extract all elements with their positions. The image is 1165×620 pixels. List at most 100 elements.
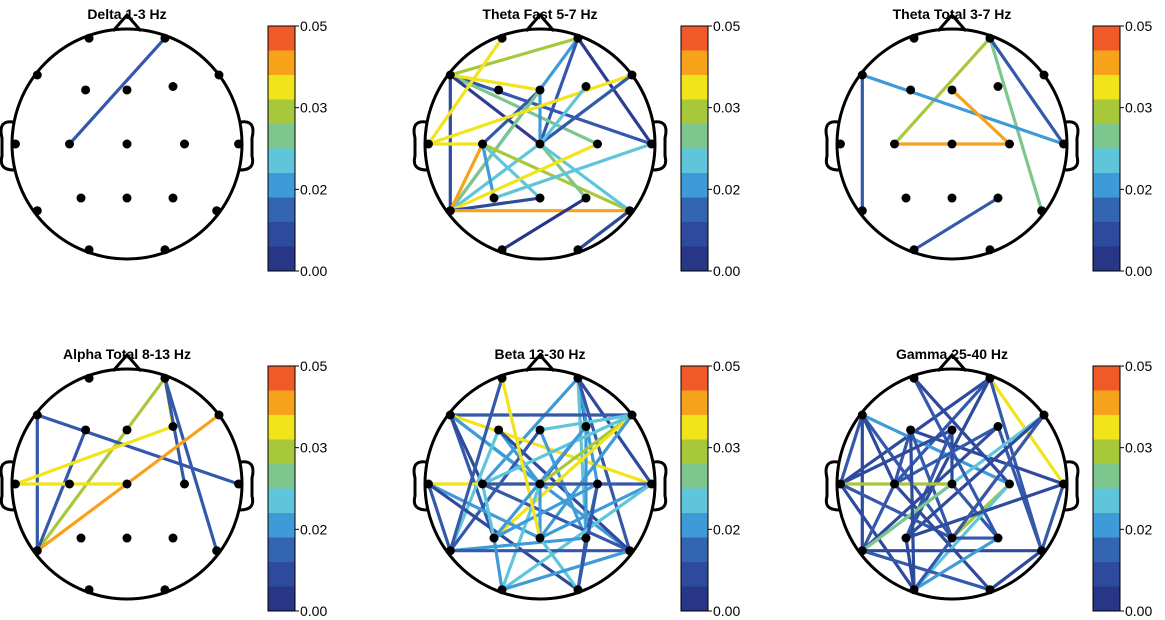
connection-line xyxy=(576,376,632,553)
connection-line xyxy=(448,142,485,213)
right-ear xyxy=(1064,120,1080,172)
colorbar-segment xyxy=(681,586,708,612)
connection-line xyxy=(912,376,1012,486)
electrode-dot xyxy=(573,373,583,383)
colorbar-segment xyxy=(1093,173,1120,198)
connections xyxy=(67,36,167,146)
colorbar: 0.05 0.03 0.02 0.00 xyxy=(267,358,327,619)
electrode-dot xyxy=(32,70,42,80)
colorbar-segment xyxy=(268,586,295,612)
colorbar-segment xyxy=(268,197,295,223)
electrode-dot xyxy=(625,206,635,216)
electrode-dot xyxy=(65,139,74,149)
colorbar-tick-label: 0.05 xyxy=(300,18,327,34)
colorbar-frame xyxy=(680,25,709,272)
electrode-dot xyxy=(168,533,178,543)
connection-line xyxy=(448,536,588,553)
topoplot-panel: Theta Fast 5-7 Hz0.050.030.020.00 xyxy=(412,6,740,279)
connection-line xyxy=(448,413,485,486)
electrode-dot xyxy=(909,245,919,255)
electrode-dot xyxy=(985,585,995,595)
connections xyxy=(838,376,1066,592)
electrode-dot xyxy=(535,425,545,435)
colorbar-segment xyxy=(1093,26,1120,51)
electrode-dot xyxy=(581,422,591,431)
colorbar-segment xyxy=(268,488,295,514)
colorbar-tick-label: 0.05 xyxy=(1125,18,1152,34)
right-ear xyxy=(239,460,255,512)
colorbar-segment xyxy=(681,75,708,100)
colorbar-segment xyxy=(1093,464,1120,489)
connection-line xyxy=(426,482,580,592)
electrode-dot xyxy=(1059,479,1069,489)
electrode-dot xyxy=(497,33,507,43)
colorbar-segment xyxy=(681,197,708,223)
colorbar-segment xyxy=(681,124,708,149)
electrode-dot xyxy=(445,206,455,216)
colorbar-segment xyxy=(681,537,708,563)
connection-line xyxy=(426,36,504,146)
electrode-dot xyxy=(445,70,455,80)
connection-line xyxy=(912,413,1046,592)
connection-line xyxy=(35,428,88,553)
electrode-dot xyxy=(1059,139,1069,149)
electrode-dot xyxy=(835,139,845,149)
electrode-dot xyxy=(445,546,455,556)
colorbar-segment xyxy=(1093,562,1120,587)
connection-line xyxy=(988,36,1044,213)
connection-line xyxy=(912,196,1000,252)
connection-line xyxy=(492,536,504,592)
colorbar-tick-label: 0.00 xyxy=(713,263,740,279)
colorbar-segment xyxy=(1093,513,1120,538)
right-ear xyxy=(652,460,668,512)
electrode-dot xyxy=(494,425,504,435)
connection-line xyxy=(480,142,496,200)
electrode-dot xyxy=(985,33,995,43)
electrode-dot xyxy=(445,410,455,420)
electrode-dot xyxy=(901,533,911,543)
colorbar-tick-label: 0.03 xyxy=(300,100,327,116)
connection-line xyxy=(860,482,954,553)
connection-line xyxy=(500,196,588,252)
connection-line xyxy=(480,482,632,553)
electrode-dot xyxy=(234,479,244,489)
electrode-dot xyxy=(1005,139,1014,149)
electrode-dot xyxy=(168,422,178,431)
connection-line xyxy=(35,413,241,486)
colorbar-tick-label: 0.02 xyxy=(713,521,740,537)
colorbar-segment xyxy=(1093,439,1120,465)
nose-marker xyxy=(936,352,968,372)
electrode-dot xyxy=(234,139,244,149)
electrode-dot xyxy=(180,479,189,489)
colorbar-tick-label: 0.00 xyxy=(713,603,740,619)
electrode-dot xyxy=(573,585,583,595)
electrode-dot xyxy=(489,193,499,203)
colorbar-segment xyxy=(1093,488,1120,514)
colorbar-segment xyxy=(681,415,708,440)
connection-line xyxy=(426,482,542,540)
electrode-dot xyxy=(947,85,957,95)
colorbar-segment xyxy=(1093,99,1120,125)
electrode-dot xyxy=(212,206,222,216)
electrode-dot xyxy=(160,585,170,595)
colorbar-segment xyxy=(268,50,295,76)
colorbar-segment xyxy=(1093,124,1120,149)
connection-line xyxy=(448,36,580,77)
colorbar-segment xyxy=(681,173,708,198)
colorbar-segment xyxy=(268,124,295,149)
connection-line xyxy=(67,36,167,146)
connection-line xyxy=(912,536,1000,592)
colorbar-frame xyxy=(267,365,296,612)
colorbar-tick-label: 0.00 xyxy=(1125,603,1152,619)
topoplot-panel: Theta Total 3-7 Hz0.050.030.020.00 xyxy=(824,6,1152,279)
connection-line xyxy=(1040,482,1066,553)
electrode-dot xyxy=(593,139,602,149)
connections xyxy=(860,36,1066,252)
colorbar-segment xyxy=(681,513,708,538)
electrode-dot xyxy=(535,193,545,203)
connection-line xyxy=(838,413,864,486)
connection-line xyxy=(500,482,654,592)
electrode-dot xyxy=(84,585,94,595)
colorbar-segment xyxy=(681,464,708,489)
colorbar-segment xyxy=(1093,148,1120,174)
